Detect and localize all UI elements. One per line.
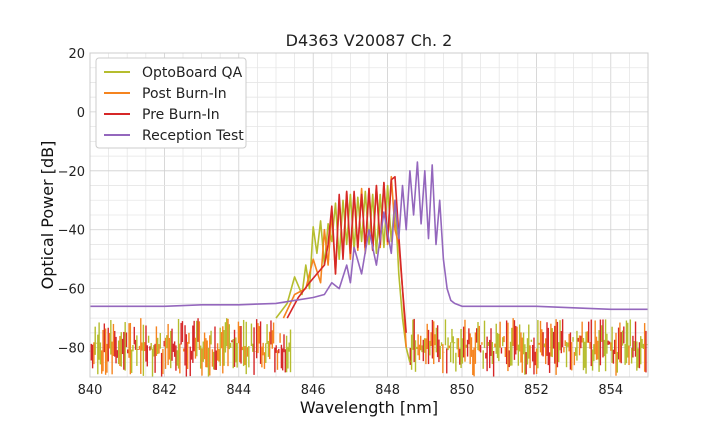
x-tick-label: 852: [524, 383, 549, 398]
legend-label: Pre Burn-In: [142, 107, 220, 123]
legend-box: [95, 57, 247, 149]
chart-title: D4363 V20087 Ch. 2: [286, 31, 453, 50]
y-tick-label: 0: [77, 106, 85, 121]
x-tick-label: 844: [226, 383, 251, 398]
y-axis-label: Optical Power [dB]: [38, 141, 57, 290]
y-tick-labels: −80 −60 −40 −20 0 20: [58, 47, 85, 357]
x-tick-label: 848: [375, 383, 400, 398]
x-tick-label: 840: [78, 383, 103, 398]
y-tick-label: −40: [58, 224, 85, 239]
x-tick-label: 842: [152, 383, 177, 398]
y-tick-label: 20: [68, 47, 85, 62]
x-tick-label: 850: [450, 383, 475, 398]
y-tick-label: −20: [58, 165, 85, 180]
series-lines: [90, 161, 648, 363]
x-tick-label: 854: [598, 383, 623, 398]
noise-floor-bars: [89, 318, 648, 377]
plot-frame: [89, 52, 649, 378]
y-tick-label: −80: [58, 342, 85, 357]
legend-label: Post Burn-In: [142, 86, 227, 102]
legend-label: Reception Test: [142, 128, 244, 144]
legend-label: OptoBoard QA: [142, 65, 243, 81]
series-line-3: [90, 161, 648, 311]
legend: OptoBoard QA Post Burn-In Pre Burn-In Recep…: [95, 57, 247, 149]
x-tick-label: 846: [301, 383, 326, 398]
series-line-2: [286, 175, 407, 333]
x-tick-labels: 840 842 844 846 848 850 852 854: [78, 383, 624, 398]
y-tick-label: −60: [58, 283, 85, 298]
x-axis-label: Wavelength [nm]: [300, 398, 438, 417]
